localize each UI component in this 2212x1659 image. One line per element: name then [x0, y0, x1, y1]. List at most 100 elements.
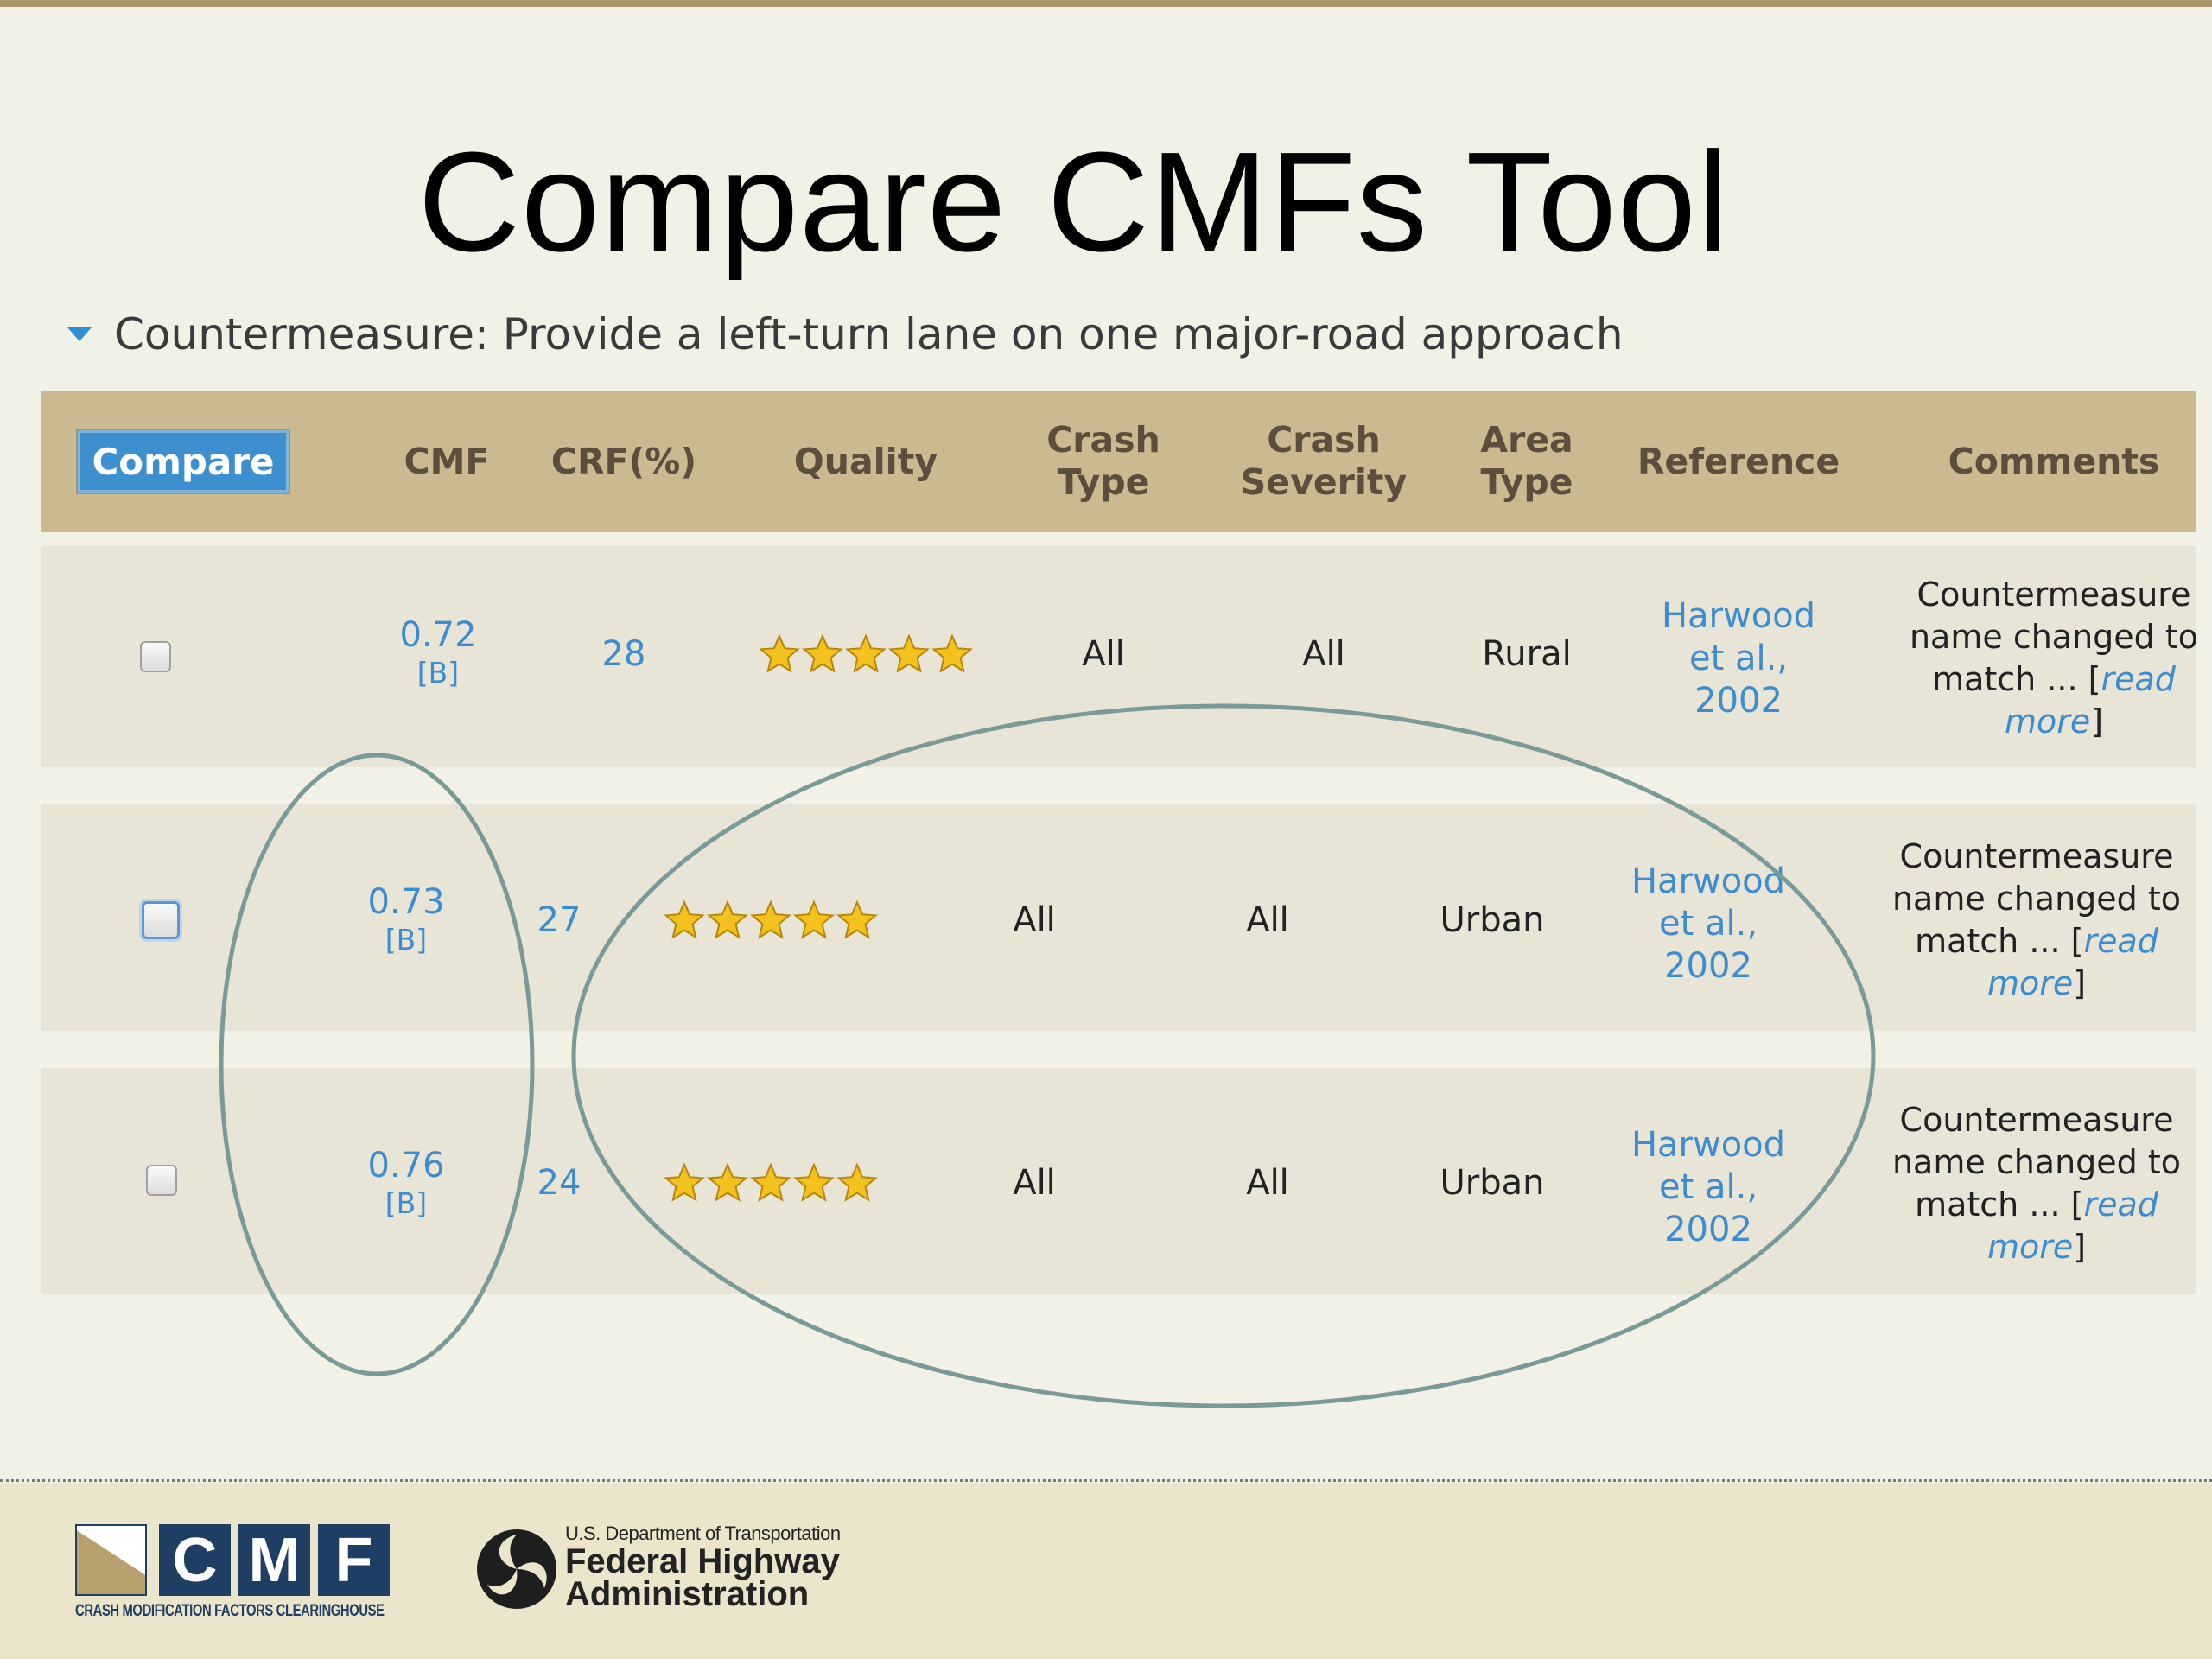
cmf-logo-letter-m: M	[238, 1524, 310, 1596]
header-crash-severity-line2: Severity	[1240, 461, 1408, 503]
crash-type-value: All	[1082, 634, 1125, 674]
read-more-link-cont[interactable]: more	[2004, 702, 2091, 741]
comment-line1: Countermeasure	[1916, 575, 2191, 613]
star-icon	[888, 633, 930, 673]
comment-line3: match ... [	[1932, 660, 2101, 698]
read-more-link[interactable]: read	[2101, 660, 2176, 698]
cmf-logo-mark-icon	[75, 1524, 147, 1596]
row-checkbox-cell	[144, 1163, 179, 1198]
star-icon	[836, 899, 878, 939]
cmf-link[interactable]: 0.73 [B]	[302, 874, 510, 969]
star-icon	[793, 899, 835, 939]
header-crash-severity: Crash Severity	[1181, 391, 1466, 532]
read-more-link-cont[interactable]: more	[1986, 1228, 2074, 1266]
countermeasure-label: Countermeasure: Provide a left-turn lane…	[114, 309, 1624, 359]
cmf-link[interactable]: 0.72 [B]	[334, 607, 542, 702]
row-select-checkbox[interactable]	[146, 1165, 177, 1196]
reference-link[interactable]: Harwood et al., 2002	[1561, 1118, 1855, 1256]
reference-link[interactable]: Harwood et al., 2002	[1561, 855, 1855, 993]
header-crash-severity-line1: Crash	[1267, 419, 1381, 461]
cmf-value: 0.76	[367, 1146, 445, 1185]
row-select-checkbox[interactable]	[140, 641, 171, 672]
fhwa-name: Federal Highway Administration	[565, 1542, 840, 1613]
star-icon	[931, 633, 973, 673]
quality-stars	[611, 894, 931, 946]
fhwa-name-line2: Administration	[565, 1575, 810, 1613]
cmf-grade: [B]	[385, 1186, 428, 1220]
comment-line3: match ... [	[1915, 922, 2084, 960]
crash-severity-value: All	[1246, 1163, 1289, 1203]
cmf-grade: [B]	[385, 923, 428, 957]
star-icon	[707, 899, 748, 939]
comment-cell: Countermeasure name changed to match ...…	[1855, 825, 2212, 1015]
reference-line2: et al.,	[1658, 1166, 1758, 1207]
comment-bracket: ]	[2073, 1228, 2087, 1266]
crash-type-value: All	[1013, 900, 1056, 940]
table-row: 0.76 [B] 24 All All Urban Harwood et al.…	[41, 1068, 2196, 1294]
dot-label: U.S. Department of Transportation	[565, 1522, 841, 1544]
header-area-type-line1: Area	[1480, 419, 1573, 461]
area-type-value: Rural	[1482, 634, 1572, 674]
quality-stars	[697, 628, 1034, 680]
countermeasure-toggle[interactable]: Countermeasure: Provide a left-turn lane…	[67, 309, 1624, 359]
read-more-link[interactable]: read	[2083, 1185, 2158, 1224]
table-row: 0.73 [B] 27 All All Urban Harwood et al.…	[41, 804, 2196, 1031]
cmf-value: 0.72	[399, 615, 477, 655]
header-crash-type-line2: Type	[1057, 461, 1150, 503]
header-comments: Comments	[1948, 440, 2160, 482]
comment-bracket: ]	[2090, 702, 2104, 741]
header-reference: Reference	[1637, 440, 1840, 482]
reference-line2: et al.,	[1658, 903, 1758, 944]
header-cmf: CMF	[404, 440, 490, 482]
header-crash-type-line1: Crash	[1046, 419, 1160, 461]
crf-value: 27	[537, 900, 582, 940]
crash-severity-value: All	[1302, 634, 1345, 674]
cmf-logo-subtitle: CRASH MODIFICATION FACTORS CLEARINGHOUSE	[75, 1602, 385, 1620]
cmf-link[interactable]: 0.76 [B]	[302, 1137, 510, 1232]
header-area-type: Area Type	[1397, 391, 1656, 532]
row-checkbox-cell	[140, 899, 181, 941]
reference-line3: 2002	[1694, 680, 1783, 721]
comment-line1: Countermeasure	[1899, 1101, 2174, 1139]
comment-cell: Countermeasure name changed to match ...…	[1872, 563, 2212, 753]
star-icon	[750, 899, 791, 939]
star-icon	[707, 1162, 748, 1202]
read-more-link-cont[interactable]: more	[1986, 964, 2074, 1002]
crash-severity-value: All	[1246, 900, 1289, 940]
cmf-grade: [B]	[416, 656, 460, 690]
reference-line3: 2002	[1664, 1209, 1752, 1249]
star-icon	[750, 1162, 791, 1202]
star-icon	[802, 633, 843, 673]
cmf-logo-letter-c: C	[159, 1524, 231, 1596]
compare-button[interactable]: Compare	[78, 430, 289, 493]
crf-value: 24	[537, 1163, 582, 1203]
star-icon	[759, 633, 800, 673]
reference-line1: Harwood	[1630, 1124, 1786, 1165]
quality-stars	[611, 1157, 931, 1209]
reference-line3: 2002	[1664, 945, 1752, 986]
slide-title: Compare CMFs Tool	[417, 123, 1730, 281]
comment-line2: name changed to	[1891, 880, 2182, 918]
reference-line1: Harwood	[1630, 861, 1786, 901]
collapse-triangle-icon[interactable]	[67, 327, 92, 341]
comment-line2: name changed to	[1891, 1143, 2182, 1181]
comment-line3: match ... [	[1915, 1185, 2084, 1224]
star-icon	[845, 633, 887, 673]
comment-line1: Countermeasure	[1899, 837, 2174, 875]
fhwa-name-line1: Federal Highway	[565, 1542, 840, 1580]
read-more-link[interactable]: read	[2083, 922, 2158, 960]
header-crash-type: Crash Type	[974, 391, 1233, 532]
row-checkbox-cell	[138, 639, 173, 674]
comment-bracket: ]	[2073, 964, 2087, 1002]
table-header: CMF CRF(%) Quality Crash Type Crash Seve…	[41, 391, 2196, 532]
star-icon	[664, 1162, 705, 1202]
row-select-checkbox[interactable]	[142, 901, 180, 939]
header-quality: Quality	[793, 440, 938, 482]
star-icon	[836, 1162, 878, 1202]
comment-cell: Countermeasure name changed to match ...…	[1855, 1089, 2212, 1279]
crf-value: 28	[601, 634, 646, 674]
reference-line1: Harwood	[1661, 595, 1816, 636]
cmf-logo-letter-f: F	[318, 1524, 390, 1596]
reference-link[interactable]: Harwood et al., 2002	[1579, 589, 1898, 728]
footer-divider	[0, 1479, 2212, 1482]
